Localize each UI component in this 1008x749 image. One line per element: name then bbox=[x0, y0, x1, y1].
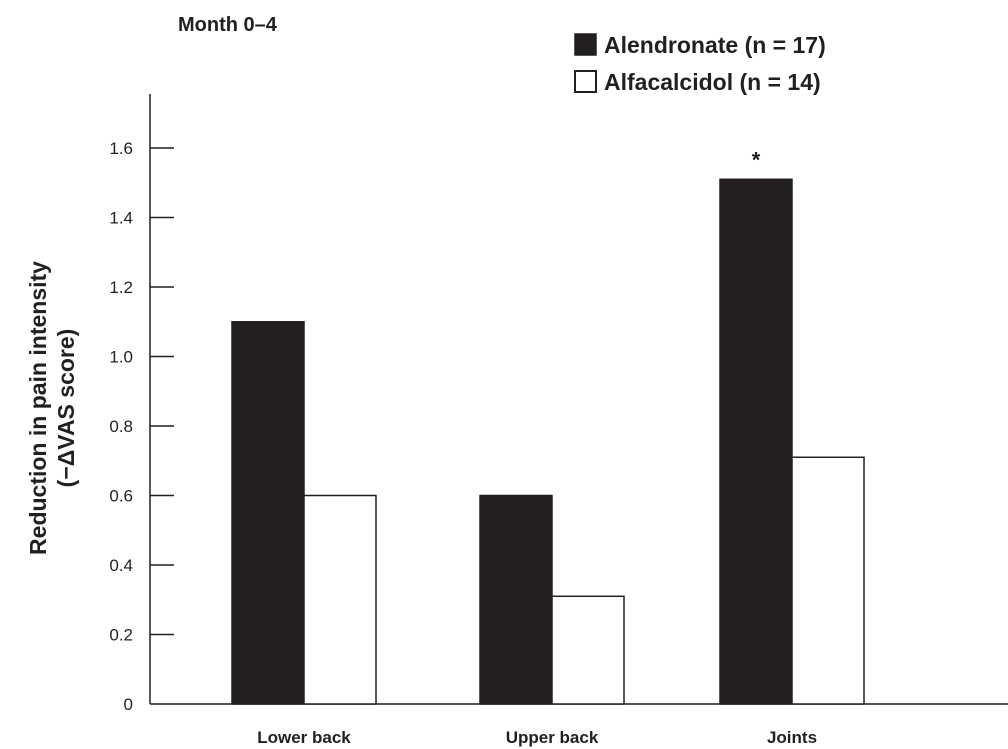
y-axis-label-line2: (−ΔVAS score) bbox=[53, 329, 79, 488]
legend: Alendronate (n = 17) Alfacalcidol (n = 1… bbox=[575, 32, 826, 95]
bar-alendronate-lower-back bbox=[232, 322, 304, 704]
legend-label-alendronate: Alendronate (n = 17) bbox=[604, 32, 826, 58]
x-tick-label: Lower back bbox=[257, 728, 351, 747]
y-tick-label: 0.6 bbox=[109, 487, 133, 506]
bar-alendronate-upper-back bbox=[480, 496, 552, 705]
legend-swatch-alendronate bbox=[575, 34, 596, 55]
y-tick-label: 0 bbox=[124, 695, 133, 714]
bar-alendronate-joints bbox=[720, 179, 792, 704]
y-axis-label: Reduction in pain intensity (−ΔVAS score… bbox=[25, 261, 79, 555]
y-tick-label: 1.2 bbox=[109, 278, 133, 297]
y-tick-label: 1.4 bbox=[109, 209, 133, 228]
legend-label-alfacalcidol: Alfacalcidol (n = 14) bbox=[604, 69, 821, 95]
bars bbox=[232, 179, 864, 704]
x-tick-label: Joints bbox=[767, 728, 817, 747]
legend-swatch-alfacalcidol bbox=[575, 71, 596, 92]
y-tick-label: 0.8 bbox=[109, 417, 133, 436]
chart-title: Month 0–4 bbox=[178, 14, 278, 36]
bar-alfacalcidol-lower-back bbox=[304, 496, 376, 705]
y-tick-label: 0.4 bbox=[109, 556, 133, 575]
x-tick-label: Upper back bbox=[506, 728, 599, 747]
labels: 0 0.2 0.4 0.6 0.8 1.0 1.2 1.4 1.6 Lower back Upper… bbox=[109, 139, 817, 747]
y-axis-label-line1: Reduction in pain intensity bbox=[25, 261, 51, 555]
bar-alfacalcidol-upper-back bbox=[552, 596, 624, 704]
y-tick-label: 0.2 bbox=[109, 626, 133, 645]
y-tick-label: 1.6 bbox=[109, 139, 133, 158]
significance-asterisk: * bbox=[752, 147, 761, 172]
bar-alfacalcidol-joints bbox=[792, 457, 864, 704]
y-tick-label: 1.0 bbox=[109, 348, 133, 367]
